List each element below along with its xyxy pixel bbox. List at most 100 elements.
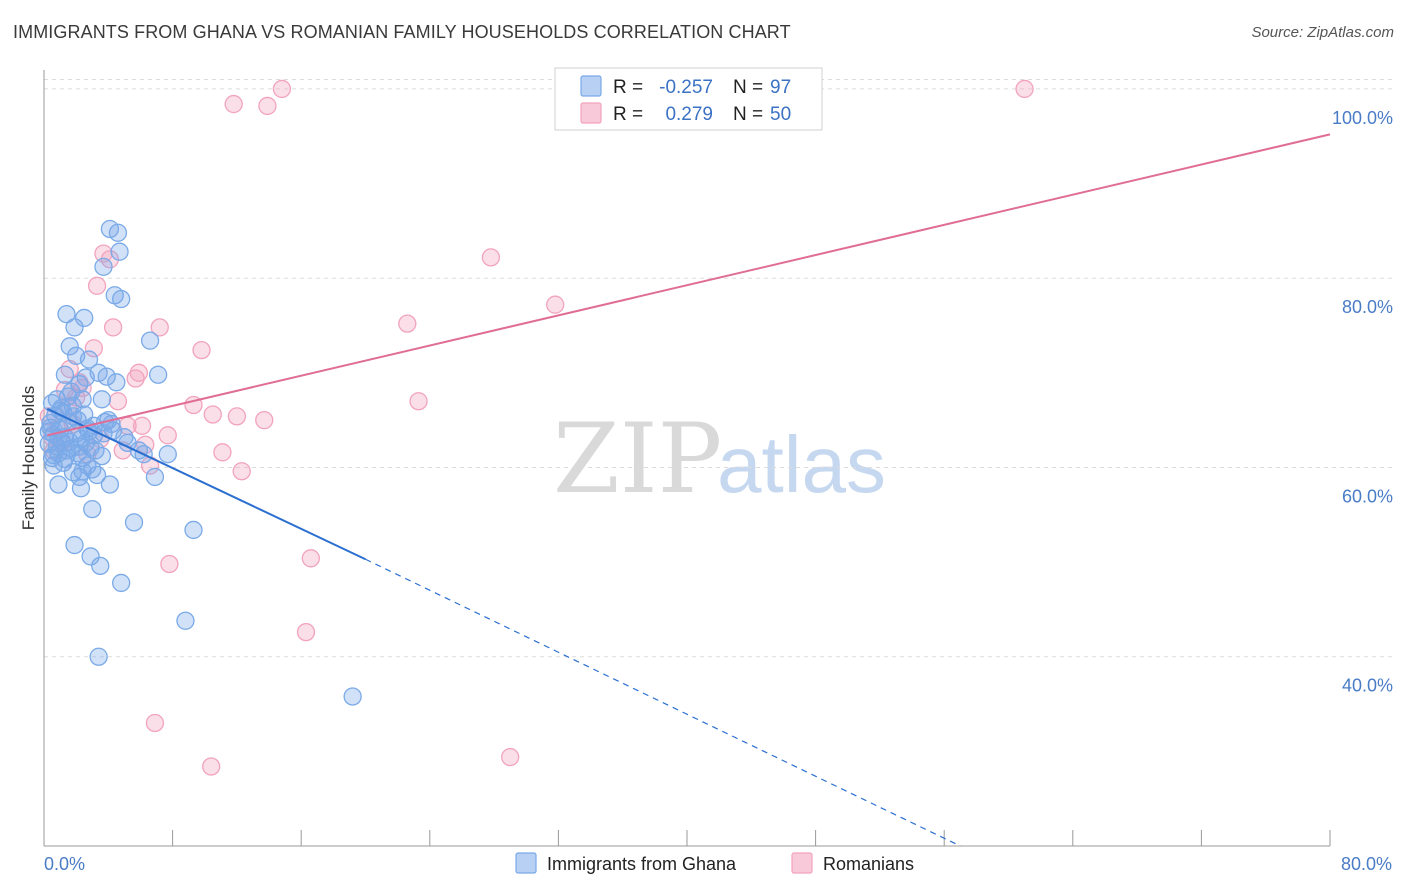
x-axis-ticks xyxy=(43,830,1331,846)
legend-r-value-2: 0.279 xyxy=(665,104,713,125)
y-tick-label-40: 40.0% xyxy=(1342,676,1393,696)
point-ghana-85 xyxy=(44,446,63,465)
legend-n-value-2: 50 xyxy=(770,104,791,125)
point-ghana-79 xyxy=(176,611,195,630)
y-axis-label: Family Households xyxy=(19,386,38,531)
point-ghana-27 xyxy=(65,535,84,555)
point-ghana-78 xyxy=(158,445,177,464)
point-romanians-39 xyxy=(258,96,277,116)
point-romanians-27 xyxy=(145,713,165,733)
trend-ghana-dashed xyxy=(365,558,961,847)
point-ghana-72 xyxy=(124,513,144,532)
bottom-legend-swatch-romanians xyxy=(791,852,813,874)
point-romanians-33 xyxy=(203,405,222,424)
series-legend: Immigrants from Ghana Romanians xyxy=(515,852,914,874)
source-label: Source: ZipAtlas.com xyxy=(1251,24,1394,41)
gridlines xyxy=(44,78,1392,658)
legend-r-value-1: -0.257 xyxy=(659,77,713,98)
point-ghana-28 xyxy=(65,318,84,337)
point-romanians-42 xyxy=(301,549,320,568)
watermark-atlas: atlas xyxy=(717,420,886,509)
point-romanians-46 xyxy=(501,747,520,767)
point-romanians-28 xyxy=(150,318,169,337)
point-romanians-38 xyxy=(255,410,274,430)
point-ghana-69 xyxy=(112,573,131,593)
legend-r-label-2: R = xyxy=(613,104,643,125)
point-ghana-94 xyxy=(39,422,58,441)
point-romanians-14 xyxy=(87,276,107,295)
point-ghana-64 xyxy=(108,223,128,242)
x-tick-label-max: 80.0% xyxy=(1341,854,1392,874)
point-romanians-36 xyxy=(227,407,247,426)
point-romanians-47 xyxy=(546,295,565,314)
point-ghana-59 xyxy=(100,475,120,494)
point-ghana-40 xyxy=(75,308,94,328)
point-ghana-63 xyxy=(107,373,126,392)
point-ghana-66 xyxy=(112,289,131,309)
y-tick-labels: 40.0% 60.0% 80.0% 100.0% xyxy=(1332,108,1393,696)
point-ghana-77 xyxy=(148,365,168,384)
point-ghana-57 xyxy=(97,367,116,386)
point-romanians-35 xyxy=(224,94,243,114)
point-ghana-80 xyxy=(184,520,203,540)
point-romanians-41 xyxy=(296,622,316,642)
point-ghana-68 xyxy=(89,647,108,666)
watermark-zip: ZIP xyxy=(553,403,722,515)
point-ghana-45 xyxy=(79,350,99,369)
point-ghana-81 xyxy=(343,687,362,706)
point-romanians-24 xyxy=(132,416,152,435)
point-romanians-48 xyxy=(1015,79,1034,99)
point-romanians-29 xyxy=(158,426,177,445)
point-ghana-91 xyxy=(73,462,92,481)
trend-lines xyxy=(46,133,1331,847)
series-romanians-points xyxy=(39,79,1034,776)
point-romanians-45 xyxy=(481,248,501,267)
point-romanians-18 xyxy=(103,318,123,337)
y-tick-label-60: 60.0% xyxy=(1342,486,1393,506)
point-romanians-44 xyxy=(409,392,428,411)
legend-swatch-blue xyxy=(580,75,602,97)
legend-n-label-1: N = xyxy=(733,77,763,98)
series-ghana-points xyxy=(39,219,362,706)
point-ghana-53 xyxy=(91,556,110,576)
correlation-legend: R = -0.257 N = 97 R = 0.279 N = 50 xyxy=(554,67,823,131)
point-ghana-46 xyxy=(81,547,100,566)
point-ghana-96 xyxy=(81,438,100,457)
point-ghana-38 xyxy=(73,390,92,409)
y-tick-label-100: 100.0% xyxy=(1332,108,1393,128)
y-tick-label-80: 80.0% xyxy=(1342,297,1393,317)
point-ghana-65 xyxy=(110,242,129,261)
legend-n-value-1: 97 xyxy=(770,77,791,98)
point-ghana-9 xyxy=(49,475,68,494)
point-romanians-43 xyxy=(398,314,417,333)
bottom-legend-swatch-ghana xyxy=(515,852,537,874)
legend-r-label-1: R = xyxy=(613,77,643,98)
point-romanians-19 xyxy=(108,392,128,411)
point-ghana-90 xyxy=(55,449,75,469)
point-ghana-22 xyxy=(60,337,79,356)
point-romanians-17 xyxy=(100,250,120,269)
point-ghana-92 xyxy=(94,257,113,276)
point-ghana-75 xyxy=(140,331,160,350)
chart-title: IMMIGRANTS FROM GHANA VS ROMANIAN FAMILY… xyxy=(13,22,791,42)
point-ghana-18 xyxy=(57,305,76,324)
point-romanians-32 xyxy=(192,340,211,360)
point-ghana-51 xyxy=(87,465,107,485)
point-romanians-40 xyxy=(272,79,292,99)
point-ghana-47 xyxy=(83,499,102,519)
point-ghana-16 xyxy=(55,365,75,384)
point-ghana-34 xyxy=(70,375,89,394)
trend-romanians xyxy=(46,133,1331,437)
point-romanians-23 xyxy=(129,363,148,382)
point-ghana-54 xyxy=(92,390,112,409)
point-romanians-13 xyxy=(84,339,103,358)
bottom-legend-label-ghana: Immigrants from Ghana xyxy=(547,854,737,874)
point-ghana-89 xyxy=(60,432,79,452)
point-romanians-49 xyxy=(202,757,221,776)
bottom-legend-label-romanians: Romanians xyxy=(823,854,914,874)
trend-ghana-solid xyxy=(46,407,366,561)
point-romanians-22 xyxy=(126,369,145,388)
point-romanians-34 xyxy=(213,443,232,462)
point-romanians-37 xyxy=(232,462,251,481)
